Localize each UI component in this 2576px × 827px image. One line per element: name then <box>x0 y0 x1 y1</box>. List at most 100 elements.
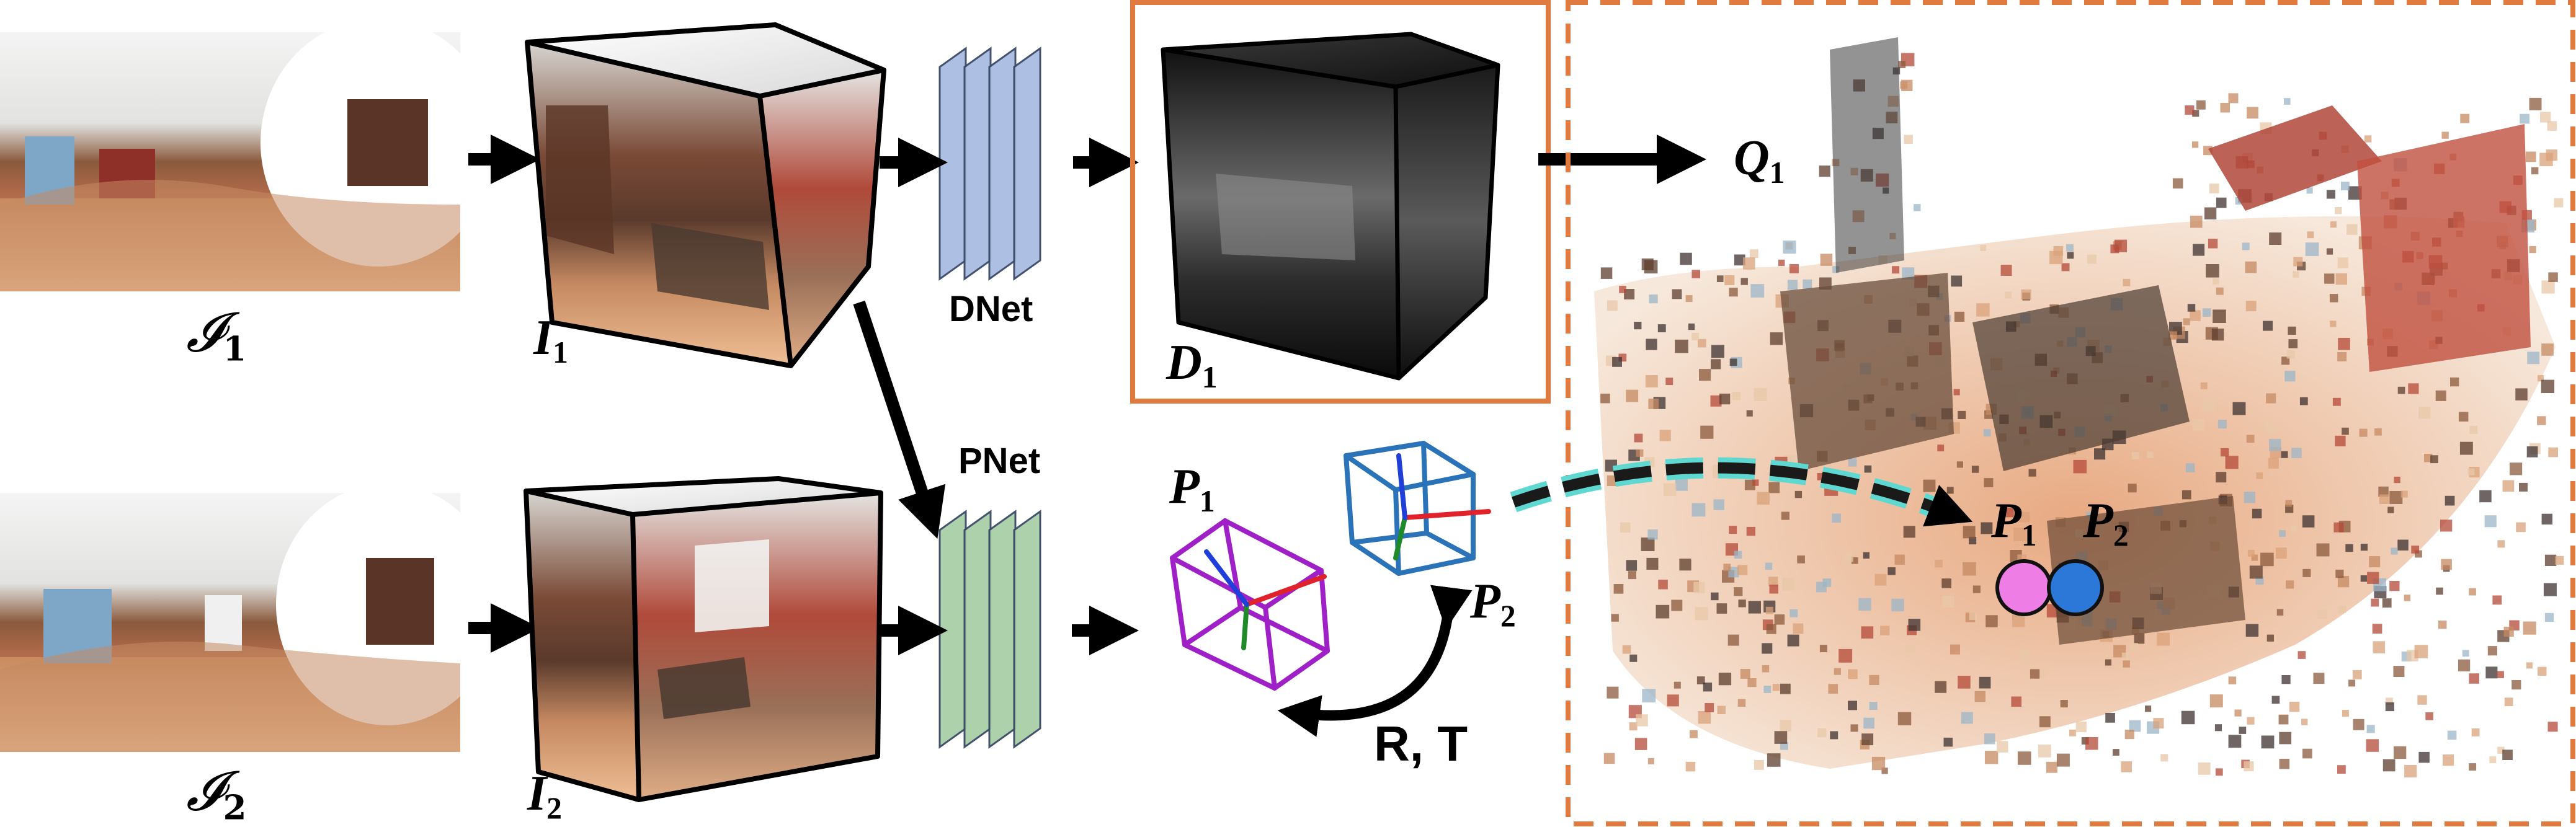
point-cloud-point <box>1665 378 1674 386</box>
point-cloud-point <box>2061 263 2070 272</box>
point-cloud-point <box>2415 550 2422 558</box>
point-cloud-point <box>2404 764 2417 778</box>
point-cloud-point <box>1953 389 1960 396</box>
point-cloud-point <box>1724 275 1735 285</box>
pose1-edge-7 <box>1272 648 1330 691</box>
point-cloud-point <box>1935 559 1943 568</box>
pose2-edge-6 <box>1424 531 1476 560</box>
pose1-edge-6 <box>1238 605 1330 653</box>
point-cloud-point <box>1690 730 1698 738</box>
point-cloud-point <box>1634 738 1647 750</box>
point-cloud-point <box>2367 572 2379 584</box>
pose2-edge-1 <box>1344 441 1426 458</box>
point-cloud-point <box>1830 731 1838 740</box>
point-cloud-point <box>2324 273 2335 284</box>
point-cloud-point <box>2345 544 2353 552</box>
point-cloud-point <box>2497 746 2505 754</box>
point-cloud-point <box>2013 528 2027 541</box>
label-pano1-sub: 1 <box>223 329 247 369</box>
point-cloud-point <box>2302 568 2311 577</box>
point-cloud-point <box>2217 420 2227 429</box>
label-cloud-pose2-name: P <box>2083 493 2113 548</box>
dnet-layer-4 <box>1013 46 1041 281</box>
point-cloud-point <box>2337 257 2348 268</box>
cubemap-1 <box>525 22 886 368</box>
point-cloud-point <box>1902 267 1915 280</box>
point-cloud-point <box>2555 555 2564 565</box>
label-query1-sub: 1 <box>1769 155 1785 190</box>
point-cloud-point <box>1700 425 1714 439</box>
point-cloud-point <box>2520 113 2529 124</box>
point-cloud-point <box>1780 720 1791 732</box>
point-cloud-point <box>1675 478 1688 491</box>
point-cloud-point <box>2337 576 2350 588</box>
point-cloud-point <box>1781 511 1789 520</box>
point-cloud-point <box>1891 598 1904 612</box>
dnet-layers <box>938 46 1041 281</box>
label-cube2: I2 <box>527 769 562 823</box>
point-cloud-point <box>1603 753 1615 764</box>
label-pose2: P2 <box>1470 577 1516 631</box>
point-cloud-point <box>2157 632 2170 646</box>
point-cloud-point <box>2305 242 2319 256</box>
point-cloud-point <box>1958 410 1966 419</box>
label-cube1-sub: 1 <box>553 335 568 369</box>
point-cloud-point <box>1869 674 1879 685</box>
label-cube2-name: I <box>527 766 547 821</box>
point-cloud-point <box>2030 669 2040 679</box>
point-cloud-point <box>2281 356 2290 365</box>
label-depth1: D1 <box>1166 338 1218 392</box>
point-cloud-point <box>1908 619 1921 631</box>
point-cloud-point <box>2435 390 2446 401</box>
point-cloud-point <box>2192 110 2199 117</box>
point-cloud-point <box>2479 490 2492 503</box>
pose2-axis-z <box>1396 453 1407 520</box>
point-cloud-point <box>2548 272 2558 282</box>
point-cloud-point <box>1794 490 1803 498</box>
point-cloud-point <box>2193 244 2205 256</box>
point-cloud-point <box>1746 410 1753 417</box>
point-cloud-point <box>1634 433 1643 443</box>
point-cloud-point <box>2346 224 2358 235</box>
point-cloud-point <box>1674 681 1681 689</box>
label-rotation-translation: R, T <box>1374 716 1468 771</box>
point-cloud-point <box>2019 511 2030 523</box>
point-cloud-point <box>2430 455 2438 464</box>
point-cloud-point <box>2247 550 2255 557</box>
point-cloud-point <box>1620 522 1631 533</box>
point-cloud-point <box>2333 522 2344 533</box>
point-cloud-point <box>2511 680 2521 690</box>
point-cloud-point <box>2459 441 2473 455</box>
point-cloud-point <box>1942 596 1954 608</box>
point-cloud-point <box>1641 537 1655 551</box>
point-cloud-point <box>2094 448 2106 460</box>
point-cloud-point <box>1971 466 1979 473</box>
point-cloud-point <box>1905 643 1915 653</box>
label-pano1: 𝓘1 <box>186 305 246 366</box>
point-cloud-point <box>2359 428 2368 437</box>
label-cube2-sub: 2 <box>546 790 562 825</box>
point-cloud-point <box>2221 448 2229 457</box>
point-cloud-point <box>1850 724 1858 732</box>
point-cloud-point <box>2261 735 2275 749</box>
point-cloud-point <box>2265 422 2276 434</box>
point-cloud-point <box>2340 182 2350 190</box>
point-cloud-point <box>2394 476 2400 484</box>
point-cloud-point <box>2497 540 2505 548</box>
point-cloud-point <box>1817 728 1827 738</box>
point-cloud-point <box>1767 753 1781 767</box>
point-cloud-point <box>1622 645 1631 654</box>
point-cloud-point <box>1765 606 1773 614</box>
point-cloud-point <box>2342 427 2349 435</box>
point-cloud-point <box>2397 386 2405 394</box>
point-cloud-point <box>2202 308 2211 317</box>
point-cloud-point <box>1897 712 1912 725</box>
point-cloud-point <box>2004 291 2012 299</box>
pose1-edge-1 <box>1170 518 1228 560</box>
point-cloud-point <box>2271 696 2280 704</box>
point-cloud-point <box>2342 710 2349 717</box>
point-cloud-point <box>2523 621 2536 635</box>
point-cloud-point <box>1871 756 1886 771</box>
point-cloud-point <box>1746 526 1755 536</box>
